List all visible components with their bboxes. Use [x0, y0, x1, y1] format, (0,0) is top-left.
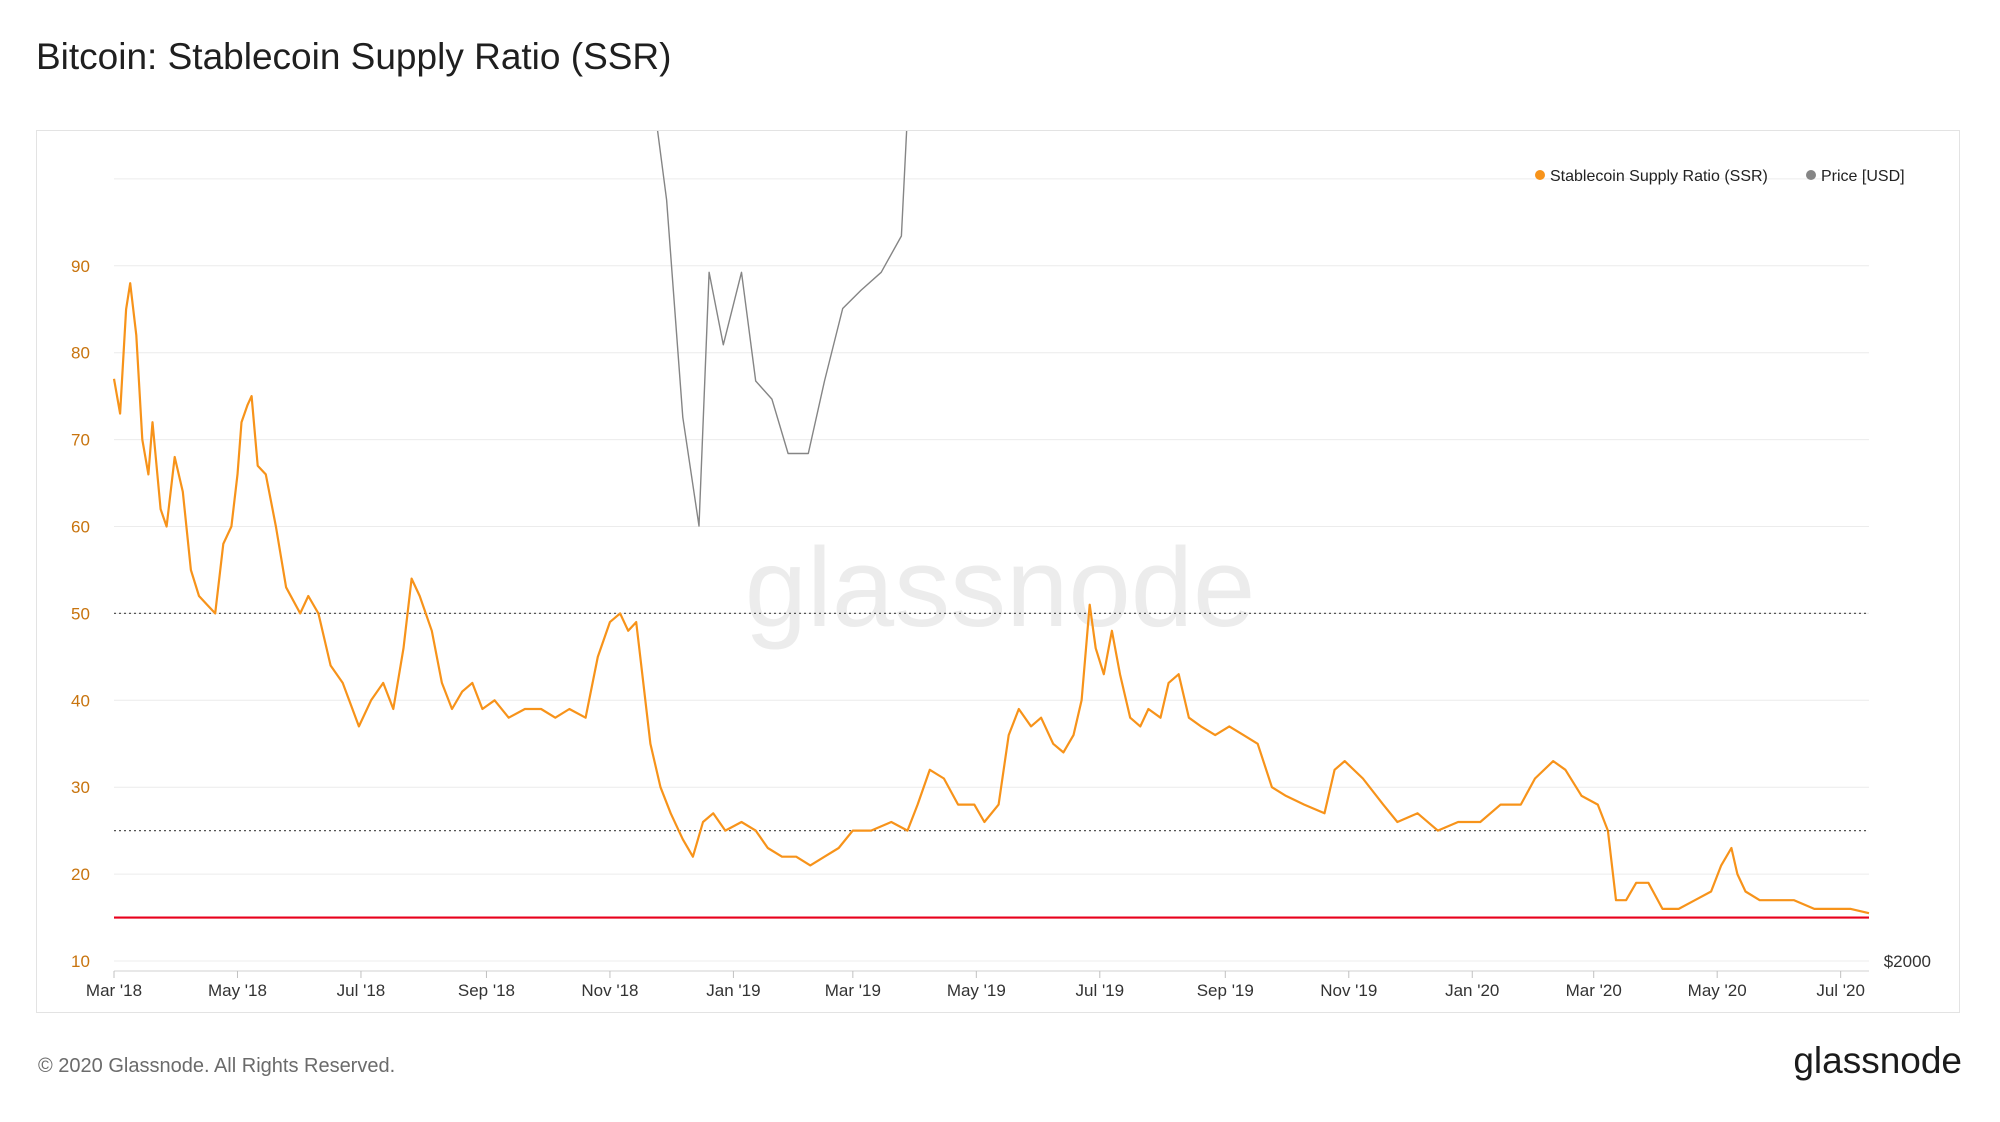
reference-lines: [114, 612, 1869, 919]
x-tick-label: Mar '20: [1566, 981, 1622, 1000]
x-tick-label: May '20: [1688, 981, 1747, 1000]
ssr-price-chart: glassnode 102030405060708090$2000$6000$1…: [71, 131, 1931, 1000]
ssr-line: [112, 282, 1870, 915]
y-left-tick-label: 30: [71, 778, 90, 797]
ssr-series: [112, 282, 1870, 915]
copyright-text: © 2020 Glassnode. All Rights Reserved.: [38, 1055, 396, 1077]
price-series: [656, 131, 908, 527]
legend-marker: [1535, 170, 1545, 180]
x-tick-label: May '18: [208, 981, 267, 1000]
x-tick-label: Nov '18: [581, 981, 638, 1000]
x-tick-label: Mar '19: [825, 981, 881, 1000]
x-tick-label: Sep '18: [458, 981, 515, 1000]
legend-item-label: Price [USD]: [1821, 168, 1905, 185]
y-left-tick-label: 40: [71, 691, 90, 710]
y-left-tick-label: 90: [71, 257, 90, 276]
legend-item-label: Stablecoin Supply Ratio (SSR): [1550, 168, 1768, 185]
y-left-tick-label: 50: [71, 604, 90, 623]
x-tick-label: Nov '19: [1320, 981, 1377, 1000]
x-tick-label: Jul '20: [1816, 981, 1865, 1000]
y-left-tick-label: 80: [71, 344, 90, 363]
legend-marker: [1806, 170, 1816, 180]
x-tick-label: Jan '19: [706, 981, 760, 1000]
x-tick-label: Jan '20: [1445, 981, 1499, 1000]
y-left-tick-label: 60: [71, 518, 90, 537]
chart-panel: glassnode 102030405060708090$2000$6000$1…: [36, 130, 1960, 1013]
y-left-tick-label: 10: [71, 952, 90, 971]
y-left-tick-label: 70: [71, 431, 90, 450]
watermark: glassnode: [745, 525, 1256, 650]
gridlines: [114, 178, 1869, 962]
x-tick-label: May '19: [947, 981, 1006, 1000]
y-right-tick-label: $2000: [1884, 952, 1931, 971]
y-left-tick-label: 20: [71, 865, 90, 884]
x-tick-label: Jul '19: [1075, 981, 1124, 1000]
x-tick-label: Sep '19: [1197, 981, 1254, 1000]
x-tick-label: Jul '18: [337, 981, 386, 1000]
brand-logo[interactable]: glassnode: [1793, 1040, 1962, 1081]
price-line: [656, 131, 908, 527]
x-tick-label: Mar '18: [86, 981, 142, 1000]
page-title: Bitcoin: Stablecoin Supply Ratio (SSR): [36, 36, 672, 77]
chart-legend[interactable]: Stablecoin Supply Ratio (SSR) Price [USD]: [1535, 168, 1905, 185]
